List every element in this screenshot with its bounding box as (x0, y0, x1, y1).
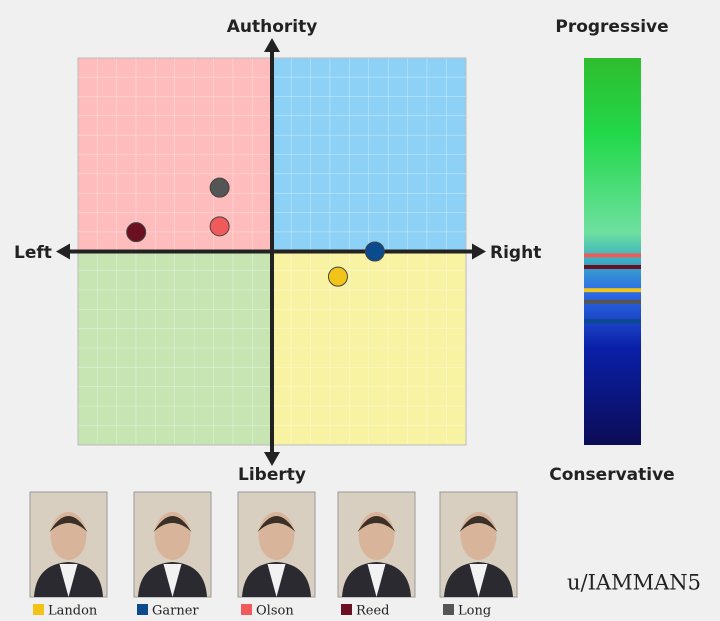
scale-mark (584, 319, 641, 324)
scale-mark (584, 264, 641, 269)
scale-bar (584, 58, 641, 445)
scale-mark (584, 253, 641, 258)
scale-bottom-label: Conservative (549, 465, 674, 485)
legend-label: Long (458, 604, 491, 619)
legend-swatch (33, 604, 44, 615)
axis-label-right: Right (490, 243, 541, 263)
portrait-hair (257, 516, 296, 532)
legend-swatch (341, 604, 352, 615)
portrait-collar (367, 564, 386, 597)
portrait-collar (163, 564, 182, 597)
scale-mark (584, 288, 641, 293)
point (126, 222, 147, 243)
point (209, 216, 230, 237)
portrait-collar (469, 564, 488, 597)
legend-label: Reed (356, 604, 390, 619)
portrait (439, 491, 518, 598)
portrait-collar (267, 564, 286, 597)
legend-label: Olson (256, 604, 294, 619)
credit: u/IAMMAN5 (567, 571, 701, 595)
portrait-hair (153, 516, 192, 532)
legend-label: Landon (48, 604, 98, 619)
portrait (133, 491, 212, 598)
legend-swatch (443, 604, 454, 615)
scale-mark (584, 299, 641, 304)
portrait-hair (357, 516, 396, 532)
axis-label-left: Left (14, 243, 52, 263)
axis-label-top: Authority (227, 17, 318, 37)
point (364, 241, 385, 262)
portrait-hair (49, 516, 88, 532)
scale-top-label: Progressive (555, 17, 668, 37)
portrait (337, 491, 416, 598)
portrait-hair (459, 516, 498, 532)
point (327, 266, 348, 287)
legend-swatch (137, 604, 148, 615)
portrait (29, 491, 108, 598)
axis-label-bottom: Liberty (238, 465, 306, 485)
portrait-collar (59, 564, 78, 597)
legend-label: Garner (152, 604, 199, 619)
portrait (237, 491, 316, 598)
legend-swatch (241, 604, 252, 615)
point (209, 177, 230, 198)
